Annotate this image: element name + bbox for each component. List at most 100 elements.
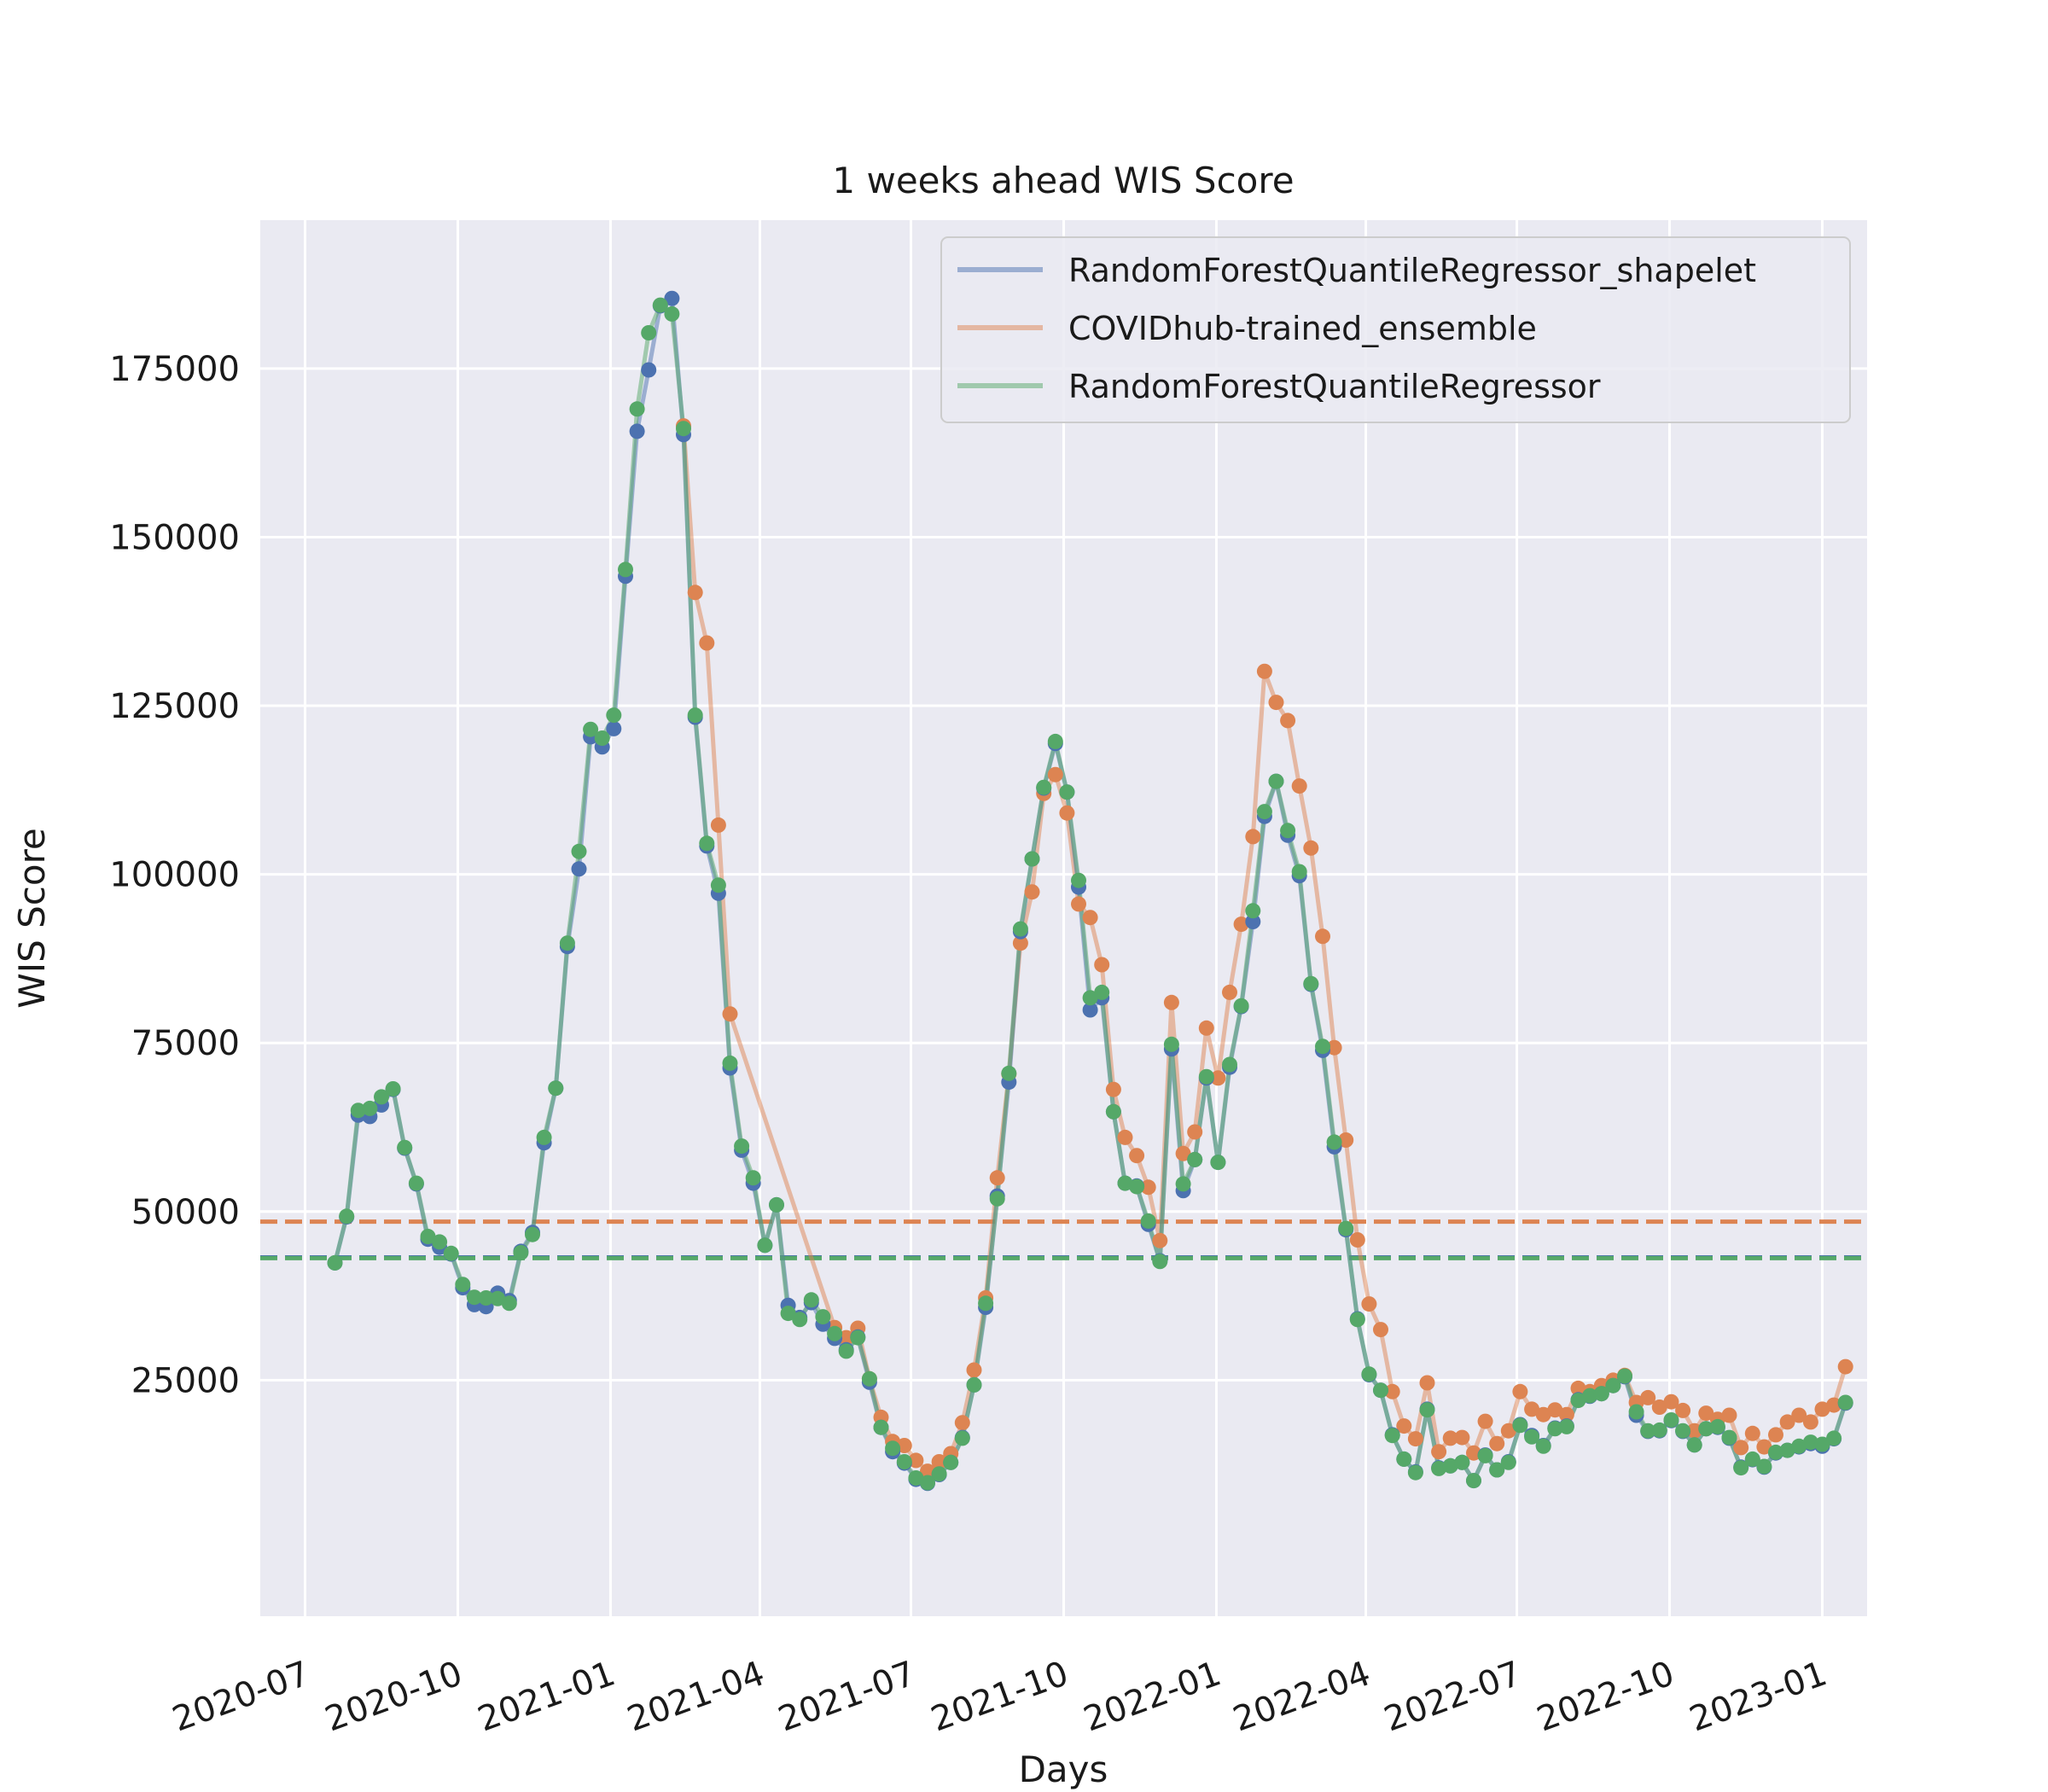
data-point-randomforestquantileregressor	[339, 1208, 355, 1225]
data-point-randomforestquantileregressor	[1407, 1464, 1423, 1481]
data-point-randomforestquantileregressor	[803, 1292, 819, 1308]
data-point-randomforestquantileregressor	[1001, 1065, 1017, 1081]
data-point-covidhub-trained-ensemble	[1233, 916, 1249, 933]
data-point-covidhub-trained-ensemble	[1268, 695, 1284, 711]
x-axis-label: Days	[1019, 1748, 1108, 1790]
data-point-randomforestquantileregressor	[1175, 1176, 1191, 1192]
data-point-covidhub-trained-ensemble	[1338, 1132, 1354, 1148]
data-point-covidhub-trained-ensemble	[1744, 1425, 1760, 1441]
data-point-randomforestquantileregressor	[1570, 1393, 1586, 1409]
data-point-covidhub-trained-ensemble	[1756, 1439, 1772, 1455]
data-point-randomforestquantileregressor	[734, 1138, 750, 1155]
data-point-randomforestquantileregressor	[397, 1139, 413, 1155]
data-point-randomforestquantileregressor	[699, 835, 715, 852]
data-point-randomforestquantileregressor	[1547, 1421, 1563, 1437]
data-point-covidhub-trained-ensemble	[1721, 1407, 1737, 1423]
data-point-randomforestquantileregressor	[1303, 975, 1319, 992]
data-point-randomforestquantileregressor	[1105, 1103, 1121, 1120]
data-point-randomforestquantileregressor	[1384, 1428, 1400, 1444]
data-point-randomforestquantileregressor	[920, 1475, 935, 1491]
data-point-covidhub-trained-ensemble	[1768, 1427, 1783, 1443]
data-point-covidhub-trained-ensemble	[1791, 1407, 1807, 1423]
y-tick-label: 75000	[131, 1024, 240, 1063]
data-point-randomforestquantileregressor	[827, 1325, 843, 1341]
data-point-covidhub-trained-ensemble	[1361, 1296, 1377, 1312]
data-point-randomforestquantileregressor	[1477, 1447, 1493, 1463]
data-point-covidhub-trained-ensemble	[1500, 1423, 1516, 1439]
data-point-randomforestquantileregressor	[1512, 1417, 1528, 1434]
data-point-randomforestquantileregressor	[1094, 984, 1110, 1000]
data-point-randomforestquantileregressor	[1315, 1039, 1330, 1055]
data-point-randomforestquantileregressor	[1721, 1429, 1737, 1446]
data-point-randomforestquantileregressor	[1349, 1312, 1365, 1328]
data-point-covidhub-trained-ensemble	[1094, 957, 1110, 973]
data-point-covidhub-trained-ensemble	[1640, 1389, 1656, 1405]
data-point-covidhub-trained-ensemble	[699, 635, 715, 651]
data-point-randomforestquantileregressor	[1326, 1134, 1342, 1150]
data-point-randomforestquantileregressor	[850, 1329, 866, 1346]
data-point-covidhub-trained-ensemble	[1163, 994, 1179, 1010]
data-point-covidhub-trained-ensemble	[1477, 1413, 1493, 1429]
y-tick-label: 50000	[131, 1193, 240, 1232]
data-point-randomforestquantileregressor	[420, 1229, 436, 1244]
data-point-randomforestquantileregressor	[722, 1055, 738, 1071]
data-point-covidhub-trained-ensemble	[1152, 1232, 1168, 1248]
data-point-randomforestquantileregressor	[1431, 1460, 1447, 1476]
data-point-randomforestquantileregressor	[966, 1376, 982, 1393]
data-point-covidhub-trained-ensemble	[1407, 1431, 1423, 1447]
data-point-randomforestquantileregressor	[1047, 733, 1063, 749]
x-tick-label: 2022-04	[1228, 1654, 1376, 1739]
data-point-randomforestquantileregressor	[513, 1245, 529, 1260]
data-point-covidhub-trained-ensemble	[1466, 1445, 1481, 1461]
data-point-randomforestquantileregressor	[501, 1295, 517, 1312]
data-point-covidhub-trained-ensemble	[1779, 1414, 1795, 1430]
data-point-randomforestquantileregressor	[1291, 864, 1307, 880]
y-tick-label: 25000	[131, 1361, 240, 1400]
grid	[260, 220, 1867, 1616]
data-point-randomforestquantileregressor	[1826, 1430, 1842, 1446]
data-point-covidhub-trained-ensemble	[1245, 829, 1261, 845]
data-point-randomforestquantileregressor	[978, 1295, 994, 1312]
x-tick-label: 2022-07	[1379, 1654, 1527, 1739]
data-point-covidhub-trained-ensemble	[966, 1362, 982, 1378]
data-point-randomforestquantileregressor	[1698, 1421, 1714, 1437]
data-point-covidhub-trained-ensemble	[1396, 1418, 1412, 1434]
data-point-randomforestquantileregressor	[1245, 903, 1261, 919]
data-point-randomforestquantileregressor	[559, 935, 575, 951]
x-tick-label: 2022-10	[1532, 1654, 1679, 1739]
data-point-randomforestquantileregressor	[1071, 872, 1086, 888]
data-point-randomforestquantileregressor	[606, 707, 622, 724]
data-point-randomforestquantileregressor	[536, 1129, 552, 1145]
x-tick-label: 2021-01	[473, 1654, 620, 1739]
data-point-randomforestquantileregressor	[1675, 1423, 1691, 1439]
data-point-randomforestquantileregressor	[1082, 990, 1098, 1006]
data-point-covidhub-trained-ensemble	[1733, 1440, 1749, 1456]
data-point-randomforestquantileregressor	[1802, 1434, 1818, 1451]
data-point-covidhub-trained-ensemble	[1814, 1401, 1830, 1417]
data-point-randomforestquantileregressor	[1373, 1382, 1388, 1399]
data-point-covidhub-trained-ensemble	[1187, 1124, 1203, 1140]
data-point-randomforestquantileregressor	[769, 1196, 784, 1213]
data-point-randomforestquantileregressor-shapelet	[629, 423, 645, 439]
data-point-randomforestquantileregressor	[1187, 1151, 1203, 1167]
data-point-randomforestquantileregressor	[1024, 851, 1040, 867]
data-point-covidhub-trained-ensemble	[1198, 1020, 1214, 1036]
legend-label-ensemble: COVIDhub-trained_ensemble	[1068, 310, 1537, 347]
data-point-randomforestquantileregressor	[1012, 921, 1028, 937]
data-point-randomforestquantileregressor	[989, 1190, 1005, 1207]
data-point-randomforestquantileregressor	[873, 1419, 889, 1435]
data-point-covidhub-trained-ensemble	[908, 1452, 924, 1469]
data-point-covidhub-trained-ensemble	[1280, 713, 1296, 729]
data-point-randomforestquantileregressor-shapelet	[606, 720, 622, 736]
data-point-randomforestquantileregressor	[1442, 1457, 1458, 1474]
y-tick-labels: 25000 50000 75000 100000 125000 150000 175000	[109, 350, 240, 1401]
data-point-covidhub-trained-ensemble	[687, 585, 703, 601]
legend: RandomForestQuantileRegressor_shapelet C…	[940, 236, 1851, 423]
data-point-randomforestquantileregressor	[1593, 1386, 1609, 1402]
data-point-covidhub-trained-ensemble	[1524, 1401, 1540, 1417]
data-point-randomforestquantileregressor	[583, 721, 599, 737]
data-point-covidhub-trained-ensemble	[1419, 1375, 1435, 1391]
data-point-randomforestquantileregressor	[1140, 1213, 1156, 1229]
legend-box	[940, 236, 1851, 423]
data-point-randomforestquantileregressor	[571, 843, 587, 859]
